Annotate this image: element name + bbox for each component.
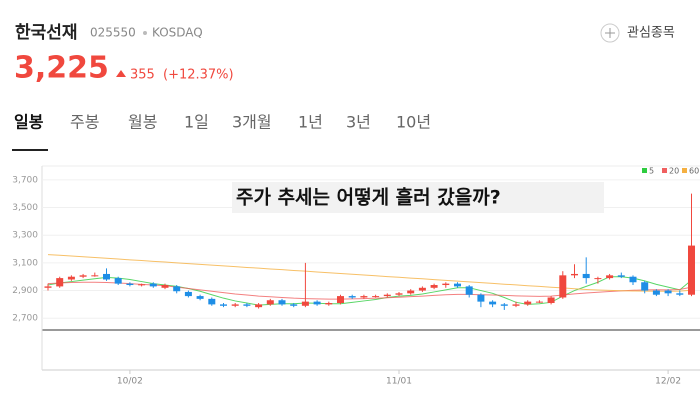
candle-body: [559, 275, 567, 298]
candle-body: [67, 276, 75, 280]
watch-label[interactable]: 관심종목: [627, 26, 675, 41]
candle-body: [652, 290, 660, 295]
candle-body: [372, 296, 380, 298]
tab[interactable]: 3개월: [232, 113, 272, 132]
dot: [143, 31, 147, 35]
candle-body: [184, 291, 192, 297]
candle-body: [617, 275, 625, 277]
candle-body: [325, 303, 333, 305]
y-tick-label: 3,300: [12, 231, 38, 241]
x-tick-label: 11/01: [386, 377, 412, 387]
y-tick-label: 3,100: [12, 258, 38, 268]
change: 355: [130, 68, 155, 83]
stock-code: 025550: [90, 26, 136, 40]
candle-body: [208, 298, 216, 305]
tab[interactable]: 월봉: [128, 113, 157, 132]
candle-body: [629, 276, 637, 283]
tab[interactable]: 1일: [184, 113, 209, 132]
up-arrow: [116, 70, 126, 77]
candle-body: [418, 287, 426, 291]
price: 3,225: [14, 51, 109, 86]
legend-swatch: [682, 168, 687, 173]
y-tick-label: 2,900: [12, 286, 38, 296]
tab[interactable]: 주봉: [70, 113, 99, 132]
candle-body: [91, 275, 99, 277]
candle-body: [512, 304, 520, 306]
candle-body: [313, 301, 321, 305]
y-tick-label: 2,700: [12, 314, 38, 324]
candle-body: [535, 301, 543, 303]
candle-body: [407, 290, 415, 294]
candle-body: [664, 290, 672, 294]
candle-body: [161, 285, 169, 288]
legend-label: 60: [689, 167, 699, 176]
candle-body: [103, 273, 110, 280]
candle-body: [114, 278, 122, 284]
candle-body: [278, 300, 286, 305]
candle-body: [547, 297, 555, 304]
y-tick-label: 3,700: [12, 175, 38, 185]
y-tick-label: 3,500: [12, 203, 38, 213]
candle-body: [266, 300, 274, 305]
stock-name: 한국선재: [15, 23, 78, 43]
candle-body: [243, 304, 251, 306]
x-tick-label: 12/02: [655, 377, 681, 387]
candle-body: [582, 273, 590, 279]
candle-body: [231, 304, 239, 306]
tabs: 일봉 주봉 월봉 1일 3개월 1년 3년 10년: [14, 113, 431, 132]
candle-body: [606, 275, 614, 279]
plus-circle: [600, 23, 620, 43]
legend-label: 20: [669, 167, 679, 176]
market: KOSDAQ: [152, 26, 203, 40]
candle-body: [56, 278, 64, 287]
candle-body: [360, 296, 368, 298]
candle-body: [395, 293, 403, 295]
candle-body: [173, 286, 181, 292]
candle-body: [290, 304, 298, 306]
candle-body: [337, 296, 344, 304]
legend-swatch: [642, 168, 647, 173]
candle-body: [641, 282, 649, 291]
overlay-bg: [232, 182, 604, 213]
candle-body: [524, 301, 532, 305]
candle-body: [79, 275, 87, 277]
candle-body: [500, 304, 508, 306]
candle-body: [489, 301, 497, 305]
candle-body: [430, 285, 438, 288]
watch-button[interactable]: 관심종목: [600, 23, 675, 43]
candle-body: [126, 283, 134, 286]
candle-body: [383, 294, 391, 297]
tab[interactable]: 3년: [346, 113, 371, 132]
candle-body: [688, 245, 695, 295]
candle-body: [465, 286, 473, 295]
legend: 5 20 60: [642, 167, 699, 176]
tab[interactable]: 일봉: [14, 113, 44, 132]
x-tick-label: 10/02: [117, 377, 143, 387]
plus-icon: [605, 28, 615, 38]
ma-line: [47, 254, 692, 292]
candle-body: [220, 304, 227, 306]
candle-body: [676, 293, 684, 295]
candle-body: [301, 301, 309, 306]
candle-body: [442, 283, 450, 286]
candle-body: [44, 286, 52, 288]
candle-body: [571, 273, 578, 276]
overlay-text: 주가 추세는 어떻게 흘러 갔을까?: [236, 186, 501, 209]
candle-body: [454, 283, 461, 287]
candle-body: [477, 294, 485, 302]
change-pct: (+12.37%): [163, 68, 234, 83]
legend-swatch: [662, 168, 667, 173]
candle-body: [138, 284, 146, 286]
candle-body: [149, 283, 157, 287]
candle-body: [196, 296, 204, 299]
tab[interactable]: 10년: [396, 113, 431, 132]
tab[interactable]: 1년: [298, 113, 323, 132]
candle-body: [255, 304, 263, 308]
candle-body: [348, 296, 356, 298]
legend-label: 5: [649, 167, 654, 176]
candle-body: [594, 278, 602, 280]
